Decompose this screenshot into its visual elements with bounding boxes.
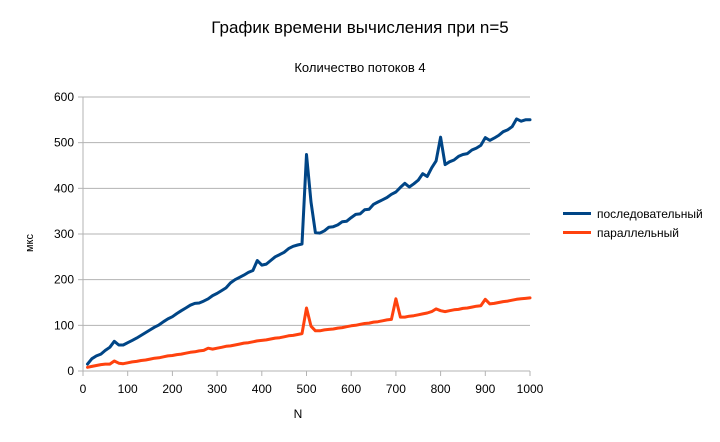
y-tick-label-600: 600: [54, 90, 74, 104]
legend-item-parallel: параллельный: [563, 223, 703, 242]
axes: [78, 96, 531, 376]
y-tick-label-400: 400: [54, 181, 74, 195]
legend-item-sequential: последовательный: [563, 204, 703, 223]
x-tick-label-300: 300: [207, 382, 227, 396]
y-tick-label-500: 500: [54, 136, 74, 150]
series-lines: [86, 117, 532, 369]
x-tick-label-800: 800: [431, 382, 451, 396]
x-tick-label-1000: 1000: [517, 382, 544, 396]
tick-labels: 0 100 200 300 400 500 600 0 100 200 300 400 500 600 70…: [54, 90, 544, 396]
series-line-sequential: [86, 117, 532, 366]
x-tick-label-700: 700: [386, 382, 406, 396]
chart-subtitle: Количество потоков 4: [294, 60, 426, 75]
y-tick-label-100: 100: [54, 318, 74, 332]
x-tick-label-500: 500: [296, 382, 316, 396]
chart-title: График времени вычисления при n=5: [211, 18, 509, 37]
x-axis-label: N: [294, 407, 303, 421]
x-tick-label-100: 100: [118, 382, 138, 396]
legend-label-sequential: последовательный: [597, 206, 703, 221]
legend: последовательный параллельный: [563, 204, 703, 242]
legend-swatch-sequential: [563, 212, 591, 215]
grid-lines: [83, 96, 530, 326]
legend-swatch-parallel: [563, 231, 591, 234]
x-tick-label-400: 400: [252, 382, 272, 396]
y-axis-label: мкс: [24, 234, 36, 252]
y-tick-label-0: 0: [67, 364, 74, 378]
x-tick-label-0: 0: [80, 382, 87, 396]
y-tick-label-200: 200: [54, 273, 74, 287]
y-tick-label-300: 300: [54, 227, 74, 241]
x-tick-label-600: 600: [341, 382, 361, 396]
series-line-parallel: [86, 296, 532, 369]
legend-label-parallel: параллельный: [597, 225, 680, 240]
x-tick-label-200: 200: [162, 382, 182, 396]
x-tick-label-900: 900: [475, 382, 495, 396]
